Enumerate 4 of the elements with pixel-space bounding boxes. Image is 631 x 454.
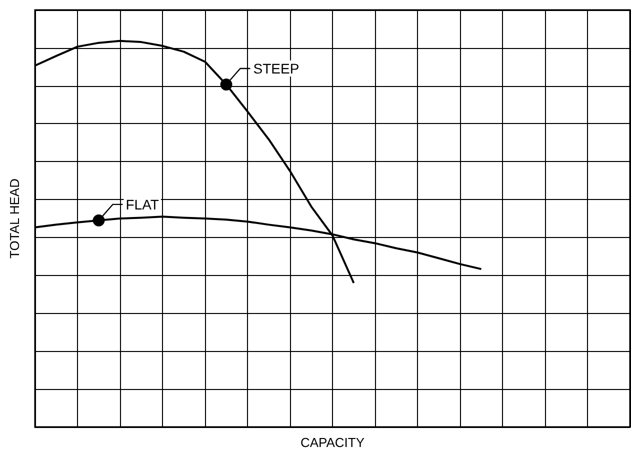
x-axis-title: CAPACITY: [300, 435, 365, 450]
y-axis-title: TOTAL HEAD: [7, 178, 22, 258]
annotation: FLAT: [126, 196, 160, 212]
annotation: STEEP: [253, 60, 300, 77]
